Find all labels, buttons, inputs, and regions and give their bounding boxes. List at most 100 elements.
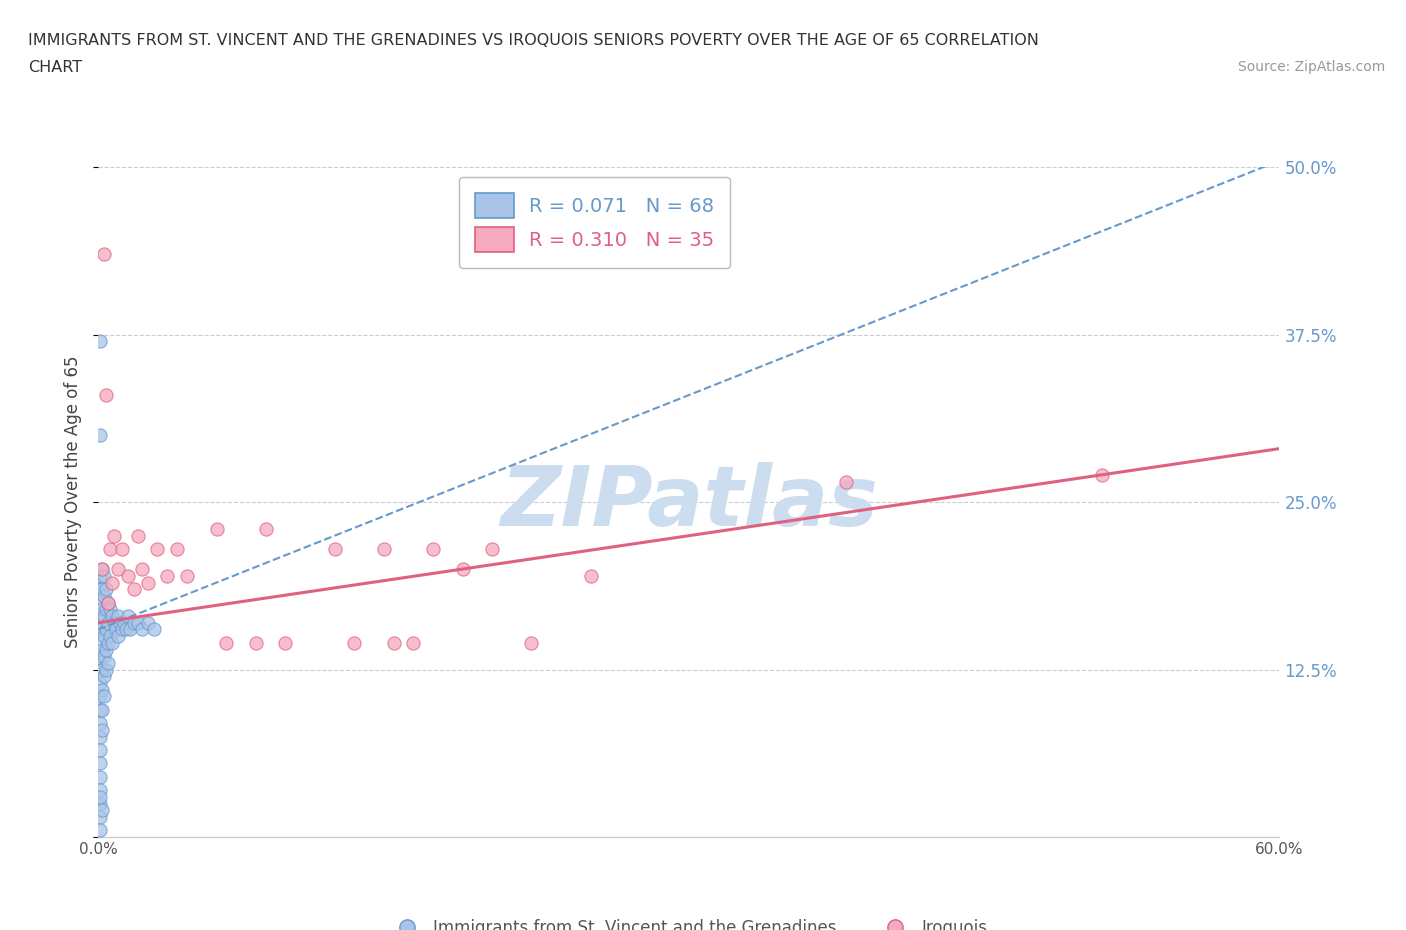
- Point: [89, 756, 111, 771]
- Point: [89, 729, 111, 744]
- Point: [131, 562, 153, 577]
- Point: [89, 675, 111, 690]
- Point: [127, 528, 149, 543]
- Text: Source: ZipAtlas.com: Source: ZipAtlas.com: [1237, 60, 1385, 74]
- Point: [89, 649, 111, 664]
- Point: [91, 662, 114, 677]
- Point: [343, 635, 366, 650]
- Point: [93, 247, 115, 262]
- Text: ZIPatlas: ZIPatlas: [501, 461, 877, 543]
- Point: [142, 622, 165, 637]
- Point: [89, 783, 111, 798]
- Point: [111, 622, 134, 637]
- Point: [91, 683, 114, 698]
- Point: [111, 541, 134, 556]
- Point: [97, 595, 120, 610]
- Point: [579, 568, 602, 583]
- Point: [89, 662, 111, 677]
- Point: [98, 541, 121, 556]
- Point: [96, 622, 118, 637]
- Point: [93, 629, 115, 644]
- Point: [89, 742, 111, 757]
- Point: [89, 796, 111, 811]
- Point: [89, 790, 111, 804]
- Point: [89, 595, 111, 610]
- Point: [98, 602, 121, 617]
- Point: [93, 568, 115, 583]
- Point: [89, 608, 111, 623]
- Point: [89, 334, 111, 349]
- Point: [96, 582, 118, 597]
- Point: [91, 702, 114, 717]
- Point: [101, 635, 124, 650]
- Point: [127, 616, 149, 631]
- Point: [96, 388, 118, 403]
- Point: [122, 616, 145, 631]
- Point: [97, 616, 120, 631]
- Point: [117, 608, 139, 623]
- Point: [107, 629, 129, 644]
- Point: [382, 635, 405, 650]
- Point: [118, 622, 141, 637]
- Text: CHART: CHART: [28, 60, 82, 75]
- Point: [107, 562, 129, 577]
- Point: [91, 723, 114, 737]
- Point: [131, 622, 153, 637]
- Point: [93, 649, 115, 664]
- Point: [89, 809, 111, 824]
- Point: [93, 608, 115, 623]
- Point: [101, 608, 124, 623]
- Point: [115, 622, 138, 637]
- Point: [166, 541, 188, 556]
- Point: [146, 541, 169, 556]
- Point: [96, 662, 118, 677]
- Y-axis label: Seniors Poverty Over the Age of 65: Seniors Poverty Over the Age of 65: [65, 356, 83, 648]
- Point: [91, 602, 114, 617]
- Point: [205, 522, 228, 537]
- Point: [89, 635, 111, 650]
- Point: [89, 689, 111, 704]
- Point: [451, 562, 474, 577]
- Point: [274, 635, 297, 650]
- Point: [89, 702, 111, 717]
- Point: [97, 595, 120, 610]
- Point: [89, 716, 111, 731]
- Point: [105, 622, 128, 637]
- Point: [323, 541, 346, 556]
- Point: [156, 568, 179, 583]
- Point: [373, 541, 395, 556]
- Point: [96, 642, 118, 657]
- Point: [91, 582, 114, 597]
- Point: [98, 629, 121, 644]
- Point: [91, 562, 114, 577]
- Point: [97, 656, 120, 671]
- Point: [136, 616, 159, 631]
- Point: [101, 575, 124, 590]
- Point: [520, 635, 543, 650]
- Point: [103, 616, 125, 631]
- Point: [108, 616, 131, 631]
- Point: [89, 568, 111, 583]
- Point: [215, 635, 238, 650]
- Point: [176, 568, 198, 583]
- Point: [91, 622, 114, 637]
- Point: [96, 602, 118, 617]
- Point: [245, 635, 267, 650]
- Point: [1091, 468, 1114, 483]
- Point: [89, 769, 111, 784]
- Point: [93, 589, 115, 604]
- Point: [117, 568, 139, 583]
- Point: [89, 823, 111, 838]
- Point: [835, 474, 858, 489]
- Point: [402, 635, 425, 650]
- Point: [136, 575, 159, 590]
- Point: [89, 428, 111, 443]
- Point: [107, 608, 129, 623]
- Point: [91, 562, 114, 577]
- Point: [93, 689, 115, 704]
- Point: [254, 522, 277, 537]
- Point: [481, 541, 503, 556]
- Point: [91, 642, 114, 657]
- Point: [89, 582, 111, 597]
- Text: IMMIGRANTS FROM ST. VINCENT AND THE GRENADINES VS IROQUOIS SENIORS POVERTY OVER : IMMIGRANTS FROM ST. VINCENT AND THE GREN…: [28, 33, 1039, 47]
